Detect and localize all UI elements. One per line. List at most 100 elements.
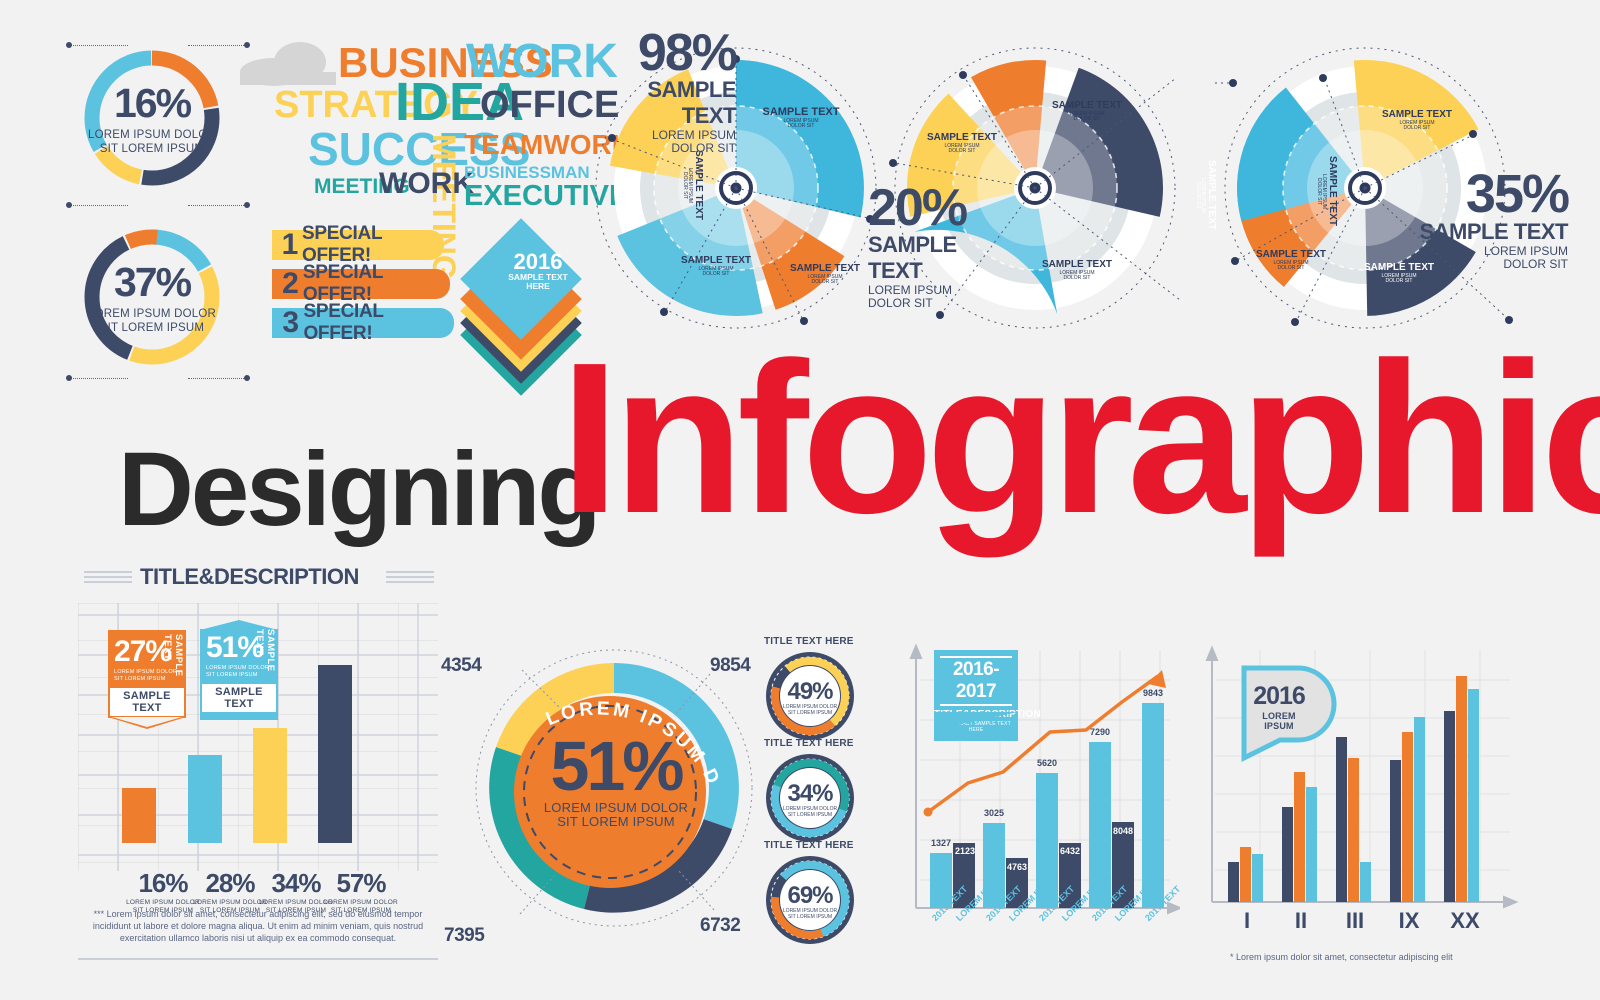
donut-16-center: 16% LOREM IPSUM DOLOR SIT LOREM IPSUM [78, 44, 226, 192]
barval-8048: 8048 [1113, 826, 1134, 836]
roman-chart-svg [1205, 645, 1519, 909]
panel-footnote: *** Lorem ipsum dolor sit amet, consecte… [92, 909, 424, 944]
ring-badge-49-center: 49% LOREM IPSUM DOLOR SIT LOREM IPSUM [782, 678, 838, 717]
word-idea: IDEA [395, 72, 525, 132]
barval-2123: 2123 [955, 846, 976, 856]
offer-1-number: 1 [281, 228, 299, 261]
callout-27-mini1: LOREM IPSUM DOLOR [114, 669, 177, 675]
badge-3-title: TITLE TEXT HERE [764, 840, 854, 851]
radial-20-callout: 20% SAMPLE TEXT LOREM IPSUM DOLOR SIT [868, 182, 1008, 310]
diamond-year: 2016 [513, 249, 563, 274]
offer-3-label: SPECIAL OFFER! [303, 301, 384, 344]
callout-51-side: SAMPLE TEXT [254, 629, 276, 672]
radial-98-slice-label-4: SAMPLE TEXT LOREM IPSUM DOLOR SIT [681, 150, 704, 221]
radial-chart-98[interactable]: SAMPLE TEXT LOREM IPSUM DOLOR SIT SAMPLE… [586, 28, 886, 358]
tick-dot [66, 375, 72, 381]
tick-line [188, 205, 246, 206]
radial-20-headline: SAMPLE TEXT [868, 231, 957, 283]
tick-line [70, 205, 128, 206]
radial-35-percent: 35% [1465, 164, 1570, 224]
callout-51[interactable]: 51% LOREM IPSUM DOLOR SIT LOREM IPSUM SA… [200, 620, 278, 721]
donut-37-line1: LOREM IPSUM DOLOR [87, 308, 216, 321]
bars-area [78, 603, 438, 843]
donut-16-percent: 16% [113, 80, 192, 127]
radial-98-sub2: DOLOR SIT [671, 140, 736, 155]
growth-bar-chart[interactable]: 2016-2017 TITLE&DESCRIPTION * ABSTRACT S… [890, 640, 1183, 940]
tick-dot [244, 42, 250, 48]
callout-27[interactable]: 27% LOREM IPSUM DOLOR SIT LOREM IPSUM SA… [108, 630, 186, 730]
page-title-designing: Designing [118, 431, 602, 548]
lorem-donut-center: 51% LOREM IPSUM DOLOR SIT LOREM IPSUM [506, 731, 726, 829]
badge-1-title: TITLE TEXT HERE [764, 636, 854, 647]
donut-16-line2: SIT LOREM IPSUM [99, 142, 205, 155]
special-offer-2[interactable]: 2 SPECIAL OFFER! [272, 262, 450, 305]
barval-4763: 4763 [1007, 862, 1028, 872]
callout-51-top [200, 620, 278, 630]
page-title-infographics: Infographics [560, 317, 1600, 558]
radial-98-slice-label-1: SAMPLE TEXT LOREM IPSUM DOLOR SIT [762, 106, 840, 130]
axis-label-28: 28% LOREM IPSUM DOLOR SIT LOREM IPSUM [193, 868, 267, 914]
ring-badge-69-center: 69% LOREM IPSUM DOLOR SIT LOREM IPSUM [782, 882, 838, 921]
bar-28[interactable] [188, 755, 222, 843]
lorem-donut-sub2: SIT LOREM IPSUM [557, 813, 675, 829]
radial-35-slice-label-3: SAMPLE TEXT LOREM IPSUM DOLOR SIT [1255, 249, 1326, 272]
roman-chart-footnote: * Lorem ipsum dolor sit amet, consectetu… [1230, 952, 1453, 962]
donut-16-svg [84, 50, 220, 186]
ring-badge-49-svg [766, 652, 854, 740]
barval-6432: 6432 [1060, 846, 1081, 856]
bar-16[interactable] [122, 788, 156, 843]
lorem-donut-sub1: LOREM IPSUM DOLOR [543, 799, 689, 815]
badge-2016: 2016 LOREM IPSUM [1253, 682, 1306, 732]
radial-98-headline: SAMPLE TEXT [647, 76, 736, 128]
tick-dot [244, 375, 250, 381]
word-executive: EXECUTIVE [464, 180, 629, 212]
lorem-ipsum-donut[interactable]: LOREM IPSUM DOLOR 51% LOREM IPSUM DOLOR … [453, 612, 772, 948]
word-office: OFFICE [480, 84, 620, 126]
donut-37-percent: 37% [113, 259, 192, 306]
axis-label-16: 16% LOREM IPSUM DOLOR SIT LOREM IPSUM [126, 868, 200, 914]
radial-98-svg [595, 47, 877, 329]
special-offer-3[interactable]: 3 SPECIAL OFFER! [272, 301, 454, 344]
ring-badge-34[interactable]: 34% LOREM IPSUM DOLOR SIT LOREM IPSUM [764, 752, 856, 844]
callout-27-percent: 27% [114, 635, 172, 668]
donut-37-center: 37% LOREM IPSUM DOLOR SIT LOREM IPSUM [78, 223, 226, 371]
ring-badge-69[interactable]: 69% LOREM IPSUM DOLOR SIT LOREM IPSUM [764, 854, 856, 946]
diamond-stack[interactable]: 2016 SAMPLE TEXT HERE [460, 218, 584, 396]
ring-badge-49[interactable]: 49% LOREM IPSUM DOLOR SIT LOREM IPSUM [764, 650, 856, 742]
ring-badge-69-svg [766, 856, 854, 944]
donut-value-4354: 4354 [441, 655, 482, 676]
special-offer-1[interactable]: 1 SPECIAL OFFER! [272, 223, 444, 266]
growth-chart-svg [909, 643, 1183, 915]
radial-35-slice-label-2: SAMPLE TEXT LOREM IPSUM DOLOR SIT [1363, 262, 1434, 285]
roman-label-III: III [1345, 908, 1365, 933]
tick-line [188, 378, 246, 379]
radial-35-slice-label-1: SAMPLE TEXT LOREM IPSUM DOLOR SIT [1381, 109, 1452, 132]
diamond-text: 2016 SAMPLE TEXT HERE [492, 250, 584, 310]
donut-value-9854: 9854 [710, 655, 751, 676]
radial-35-sub2: DOLOR SIT [1503, 256, 1568, 271]
bar-57[interactable] [318, 665, 352, 843]
callout-51-mini2: SIT LOREM IPSUM [206, 671, 258, 678]
radial-chart-20[interactable]: SAMPLE TEXT LOREM IPSUM DOLOR SIT SAMPLE… [880, 28, 1217, 358]
radial-98-slice-label-2: SAMPLE TEXT LOREM IPSUM DOLOR SIT [789, 263, 860, 286]
axis-label-34: 34% LOREM IPSUM DOLOR SIT LOREM IPSUM [259, 868, 333, 914]
callout-27-mini2: SIT LOREM IPSUM [114, 675, 166, 682]
word-business: BUSINESS [338, 39, 553, 86]
barval-5620: 5620 [1037, 758, 1058, 768]
radial-chart-35[interactable]: SAMPLE TEXT LOREM IPSUM DOLOR SIT SAMPLE… [1215, 28, 1535, 358]
donut-value-7395: 7395 [444, 925, 485, 946]
callout-51-foot: SAMPLE TEXT [200, 682, 278, 715]
word-teamwork: TEAMWORK [464, 129, 632, 160]
roman-bar-chart[interactable]: 2016 LOREM IPSUM I II III IX XX [1190, 640, 1530, 940]
donut-chart-37[interactable]: 37% LOREM IPSUM DOLOR SIT LOREM IPSUM [78, 223, 226, 371]
radial-35-sub1: LOREM IPSUM [1483, 243, 1568, 258]
tick-dot [66, 42, 72, 48]
donut-chart-16[interactable]: 16% LOREM IPSUM DOLOR SIT LOREM IPSUM [78, 44, 226, 192]
radial-98-sub1: LOREM IPSUM [651, 127, 736, 142]
radial-98-slice-label-3: SAMPLE TEXT LOREM IPSUM DOLOR SIT [680, 255, 751, 278]
donut-37-svg [84, 229, 220, 365]
radial-35-headline: SAMPLE TEXT [1419, 218, 1568, 244]
radial-98-percent: 98% [637, 24, 738, 82]
diamond-line2: HERE [526, 281, 550, 292]
bar-34[interactable] [253, 728, 287, 843]
